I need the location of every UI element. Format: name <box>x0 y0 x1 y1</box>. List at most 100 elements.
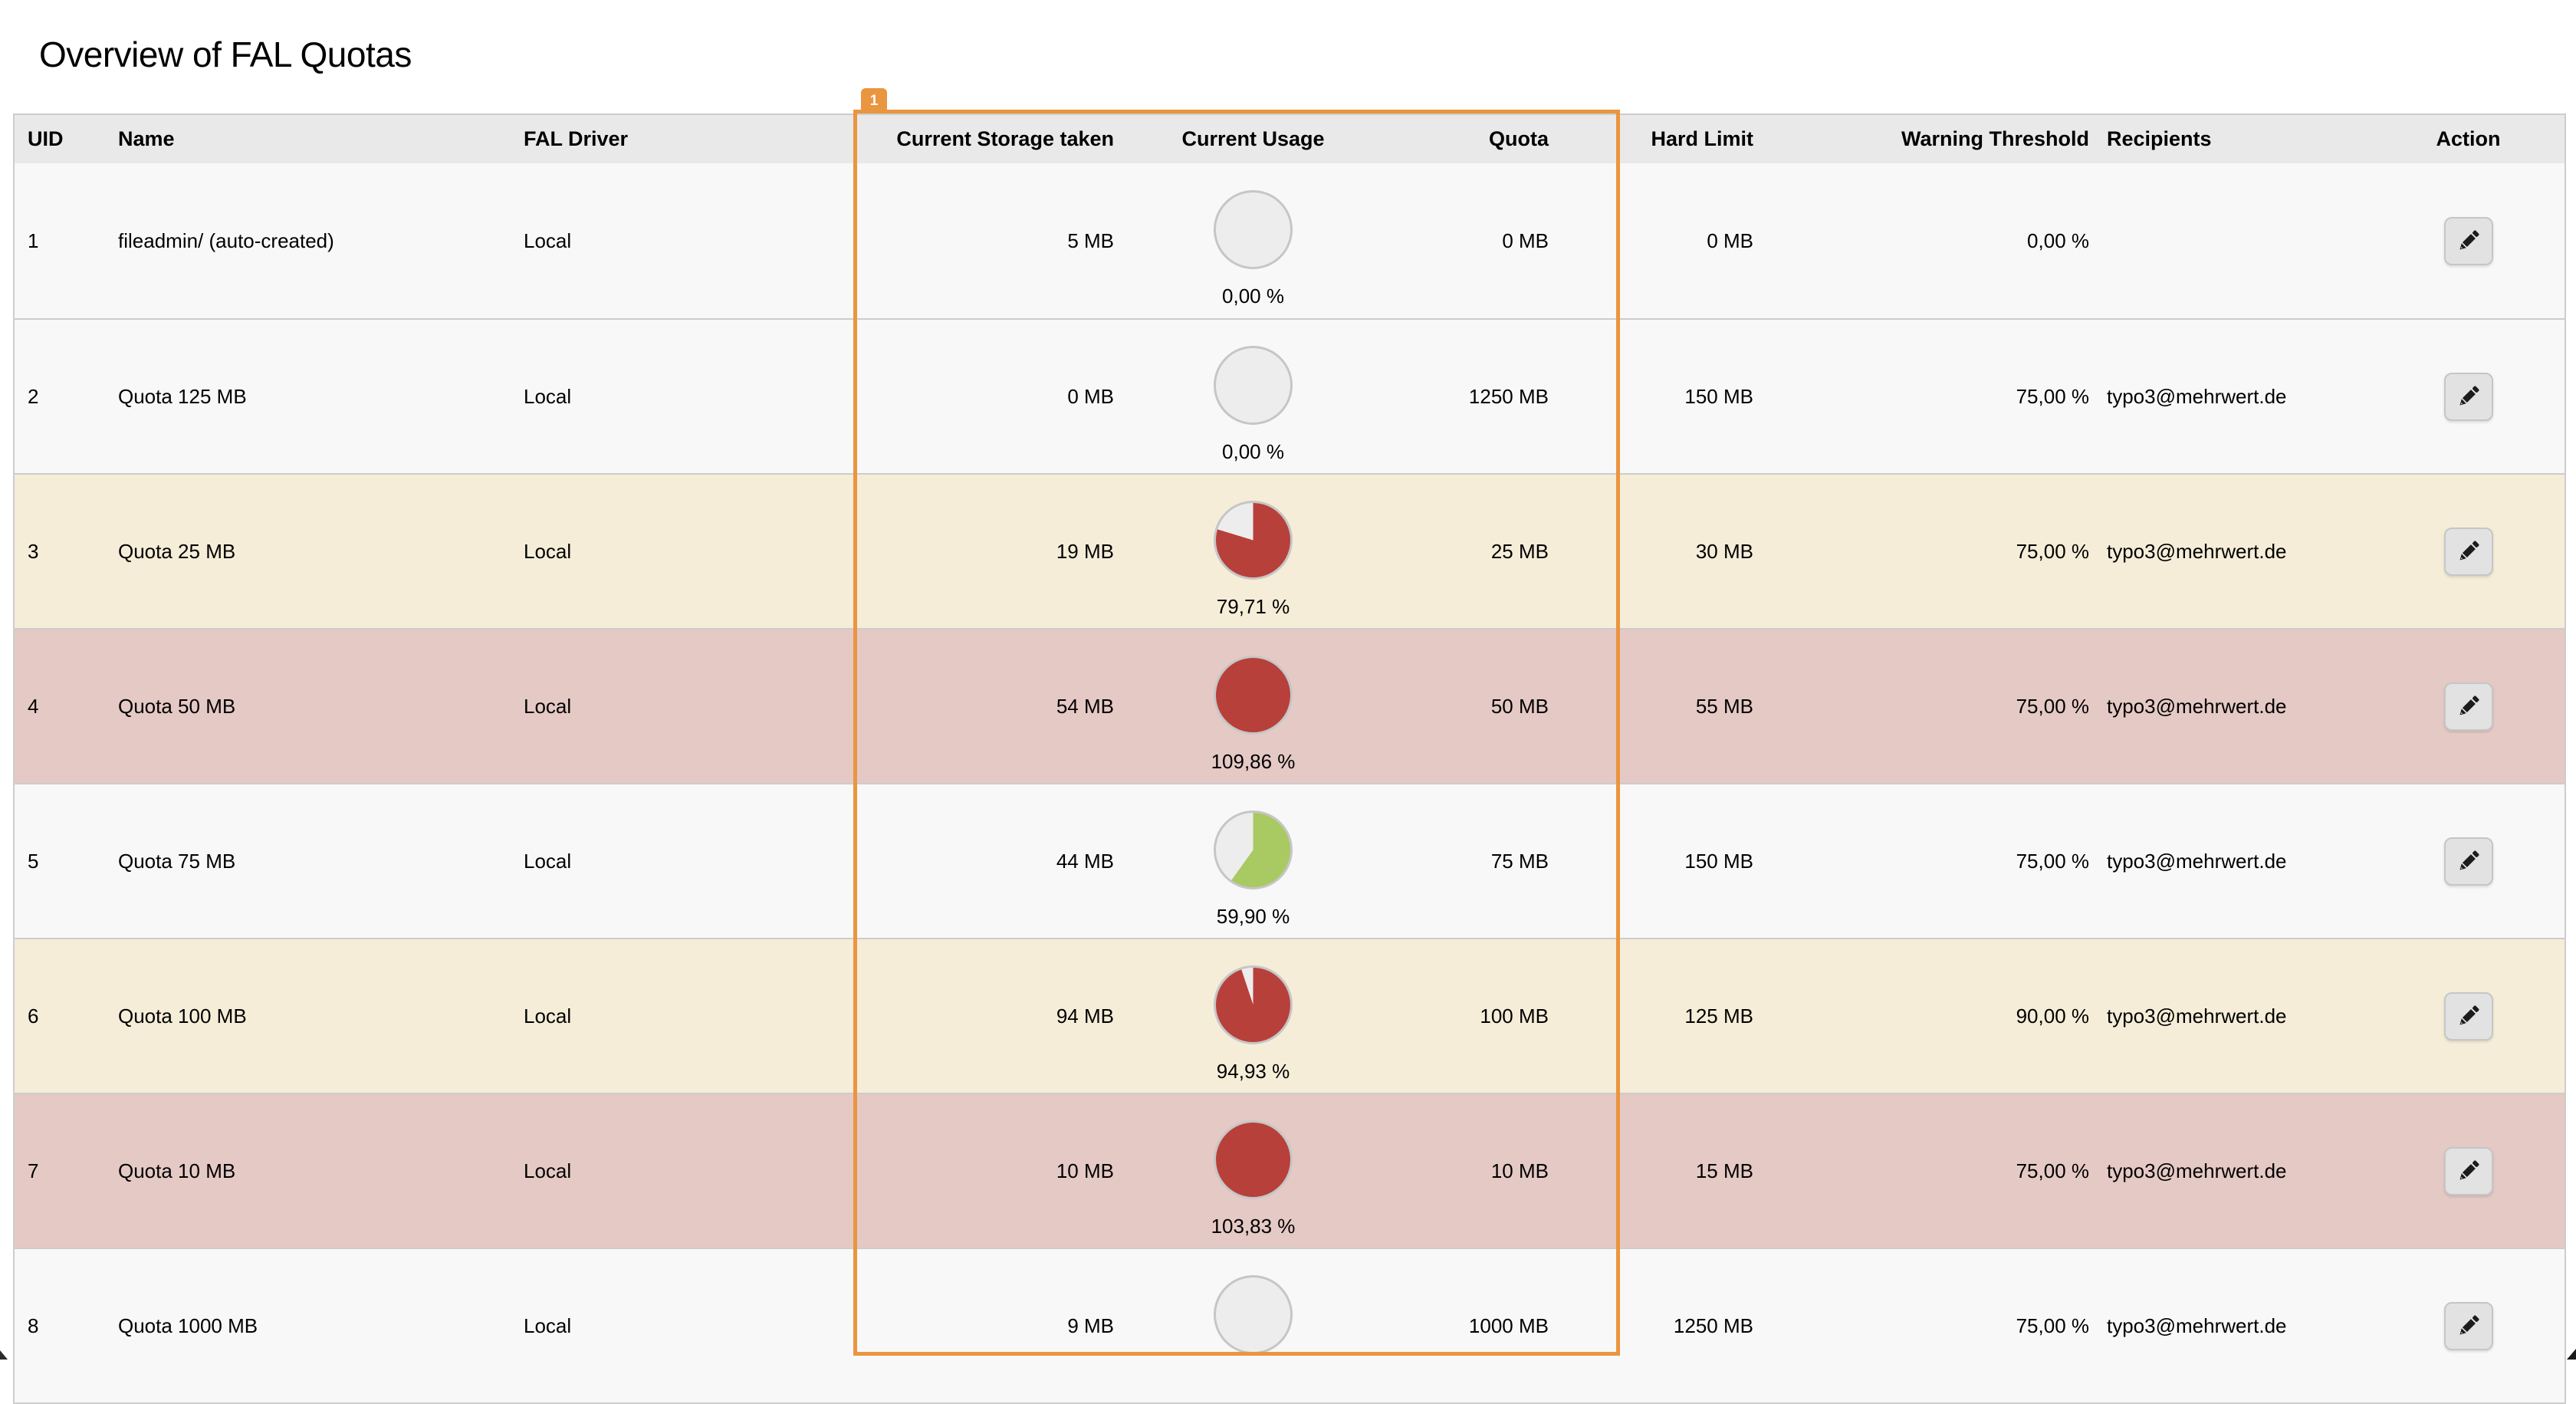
current-usage-cell: 94,93 % <box>1125 939 1382 1093</box>
fal-driver-value: Local <box>508 1249 853 1402</box>
current-usage-cell: 59,90 % <box>1125 784 1382 938</box>
edit-quota-button[interactable] <box>2444 1147 2493 1195</box>
warning-threshold-value: 75,00 % <box>1764 784 2100 938</box>
usage-pie-wrap: 0,00 % <box>1214 163 1293 318</box>
quota-name: fileadmin/ (auto-created) <box>109 163 508 318</box>
column-header-storage-taken: Current Storage taken <box>853 115 1125 163</box>
quota-name: Quota 75 MB <box>109 784 508 938</box>
column-header-recipients: Recipients <box>2100 115 2372 163</box>
warning-threshold-value: 75,00 % <box>1764 630 2100 783</box>
current-usage-cell: 109,86 % <box>1125 630 1382 783</box>
edit-quota-button[interactable] <box>2444 1302 2493 1350</box>
current-usage-cell: 103,83 % <box>1125 1094 1382 1248</box>
pencil-icon <box>2455 1312 2482 1340</box>
quota-name: Quota 25 MB <box>109 475 508 628</box>
edit-quota-button[interactable] <box>2444 528 2493 576</box>
uid-value: 6 <box>15 939 109 1093</box>
pencil-icon <box>2455 847 2482 875</box>
table-header-row: UID Name FAL Driver Current Storage take… <box>15 115 2564 163</box>
warning-threshold-value: 90,00 % <box>1764 939 2100 1093</box>
recipients-value: typo3@mehrwert.de <box>2100 939 2372 1093</box>
uid-value: 4 <box>15 630 109 783</box>
column-header-fal-driver: FAL Driver <box>508 115 853 163</box>
current-usage-cell: 0,00 % <box>1125 320 1382 473</box>
pencil-icon <box>2455 383 2482 410</box>
annotation-badge-label: 1 <box>870 93 879 110</box>
edit-quota-button[interactable] <box>2444 217 2493 265</box>
column-header-name: Name <box>109 115 508 163</box>
fal-driver-value: Local <box>508 939 853 1093</box>
annotation-badge: 1 <box>861 88 887 113</box>
hard-limit-value: 150 MB <box>1559 320 1764 473</box>
quota-name: Quota 50 MB <box>109 630 508 783</box>
usage-pie-wrap: 94,93 % <box>1214 939 1293 1093</box>
table-row: 3 Quota 25 MB Local 19 MB 79,71 % 25 MB … <box>15 473 2564 628</box>
recipients-value: typo3@mehrwert.de <box>2100 320 2372 473</box>
recipients-value <box>2100 163 2372 318</box>
fal-driver-value: Local <box>508 630 853 783</box>
edit-quota-button[interactable] <box>2444 682 2493 731</box>
column-header-uid: UID <box>15 115 109 163</box>
fal-driver-value: Local <box>508 475 853 628</box>
table-row: 1 fileadmin/ (auto-created) Local 5 MB 0… <box>15 163 2564 318</box>
table-row: 5 Quota 75 MB Local 44 MB 59,90 % 75 MB … <box>15 783 2564 938</box>
quota-value: 1000 MB <box>1382 1249 1559 1402</box>
hard-limit-value: 150 MB <box>1559 784 1764 938</box>
pencil-icon <box>2455 1002 2482 1030</box>
uid-value: 3 <box>15 475 109 628</box>
hard-limit-value: 15 MB <box>1559 1094 1764 1248</box>
storage-taken-value: 94 MB <box>853 939 1125 1093</box>
usage-percent-label: 109,86 % <box>1211 751 1296 772</box>
uid-value: 2 <box>15 320 109 473</box>
fal-driver-value: Local <box>508 784 853 938</box>
warning-threshold-value: 0,00 % <box>1764 163 2100 318</box>
usage-pie-wrap: 0,00 % <box>1214 320 1293 473</box>
table-body: 1 fileadmin/ (auto-created) Local 5 MB 0… <box>15 163 2564 1402</box>
fal-quota-table: UID Name FAL Driver Current Storage take… <box>13 113 2566 1404</box>
quota-value: 100 MB <box>1382 939 1559 1093</box>
edit-quota-button[interactable] <box>2444 992 2493 1041</box>
column-header-quota: Quota <box>1382 115 1559 163</box>
current-usage-cell: 79,71 % <box>1125 475 1382 628</box>
hard-limit-value: 125 MB <box>1559 939 1764 1093</box>
pencil-icon <box>2455 692 2482 720</box>
quota-name: Quota 125 MB <box>109 320 508 473</box>
pencil-icon <box>2455 1157 2482 1185</box>
hard-limit-value: 0 MB <box>1559 163 1764 318</box>
usage-pie-chart <box>1214 656 1293 735</box>
current-usage-cell <box>1125 1249 1382 1402</box>
table-row: 8 Quota 1000 MB Local 9 MB 1000 MB 1250 … <box>15 1248 2564 1402</box>
quota-value: 10 MB <box>1382 1094 1559 1248</box>
usage-pie-wrap: 109,86 % <box>1211 630 1296 783</box>
storage-taken-value: 0 MB <box>853 320 1125 473</box>
fal-driver-value: Local <box>508 163 853 318</box>
usage-percent-label: 0,00 % <box>1222 285 1284 307</box>
storage-taken-value: 54 MB <box>853 630 1125 783</box>
storage-taken-value: 5 MB <box>853 163 1125 318</box>
column-header-current-usage: Current Usage <box>1125 115 1382 163</box>
quota-value: 50 MB <box>1382 630 1559 783</box>
hard-limit-value: 30 MB <box>1559 475 1764 628</box>
usage-percent-label: 59,90 % <box>1217 906 1290 927</box>
usage-pie-chart <box>1214 1275 1293 1354</box>
edit-quota-button[interactable] <box>2444 373 2493 421</box>
quota-name: Quota 10 MB <box>109 1094 508 1248</box>
page-title: Overview of FAL Quotas <box>39 34 412 75</box>
usage-pie-chart <box>1214 811 1293 889</box>
pencil-icon <box>2455 227 2482 255</box>
uid-value: 8 <box>15 1249 109 1402</box>
screen-corner-artifact-left <box>0 1350 8 1360</box>
hard-limit-value: 55 MB <box>1559 630 1764 783</box>
uid-value: 1 <box>15 163 109 318</box>
quota-name: Quota 100 MB <box>109 939 508 1093</box>
recipients-value: typo3@mehrwert.de <box>2100 784 2372 938</box>
storage-taken-value: 9 MB <box>853 1249 1125 1402</box>
recipients-value: typo3@mehrwert.de <box>2100 630 2372 783</box>
storage-taken-value: 19 MB <box>853 475 1125 628</box>
table-row: 4 Quota 50 MB Local 54 MB 109,86 % 50 MB… <box>15 628 2564 783</box>
usage-pie-chart <box>1214 190 1293 269</box>
table-row: 7 Quota 10 MB Local 10 MB 103,83 % 10 MB… <box>15 1093 2564 1248</box>
edit-quota-button[interactable] <box>2444 837 2493 886</box>
fal-driver-value: Local <box>508 320 853 473</box>
fal-driver-value: Local <box>508 1094 853 1248</box>
